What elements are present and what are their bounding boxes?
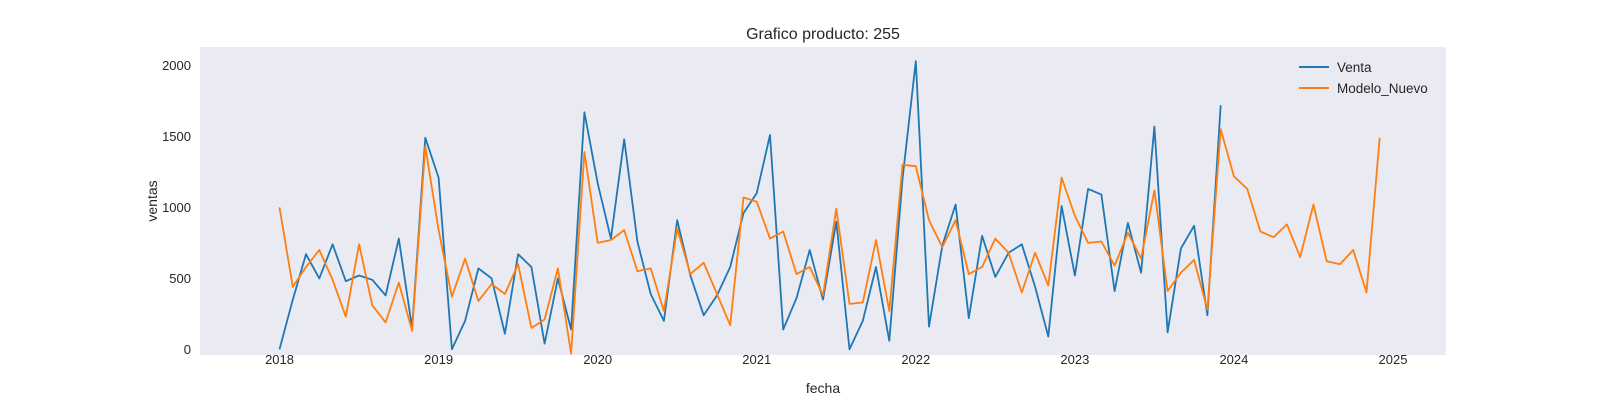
y-axis-ticks: 0 500 1000 1500 2000 [162, 58, 191, 357]
chart-title: Grafico producto: 255 [746, 26, 900, 43]
x-tick-label: 2022 [901, 352, 930, 367]
y-tick-label: 500 [169, 271, 191, 286]
x-axis-ticks: 2018 2019 2020 2021 2022 2023 2024 2025 [265, 352, 1407, 367]
y-tick-label: 2000 [162, 58, 191, 73]
series-line-venta [278, 60, 1222, 351]
legend-label-modelo-nuevo: Modelo_Nuevo [1337, 81, 1428, 96]
x-tick-label: 2019 [424, 352, 453, 367]
x-tick-label: 2018 [265, 352, 294, 367]
x-tick-label: 2020 [583, 352, 612, 367]
y-axis-label: ventas [144, 180, 160, 221]
series-lines [278, 60, 1381, 355]
x-tick-label: 2024 [1219, 352, 1248, 367]
x-axis-label: fecha [806, 380, 840, 396]
legend: Venta Modelo_Nuevo [1299, 60, 1428, 96]
y-tick-label: 0 [184, 342, 191, 357]
y-tick-label: 1000 [162, 200, 191, 215]
x-tick-label: 2023 [1060, 352, 1089, 367]
legend-label-venta: Venta [1337, 60, 1372, 75]
plot-area [200, 47, 1446, 355]
y-tick-label: 1500 [162, 129, 191, 144]
series-line-modelo-nuevo [278, 128, 1381, 355]
x-tick-label: 2021 [742, 352, 771, 367]
x-tick-label: 2025 [1379, 352, 1408, 367]
